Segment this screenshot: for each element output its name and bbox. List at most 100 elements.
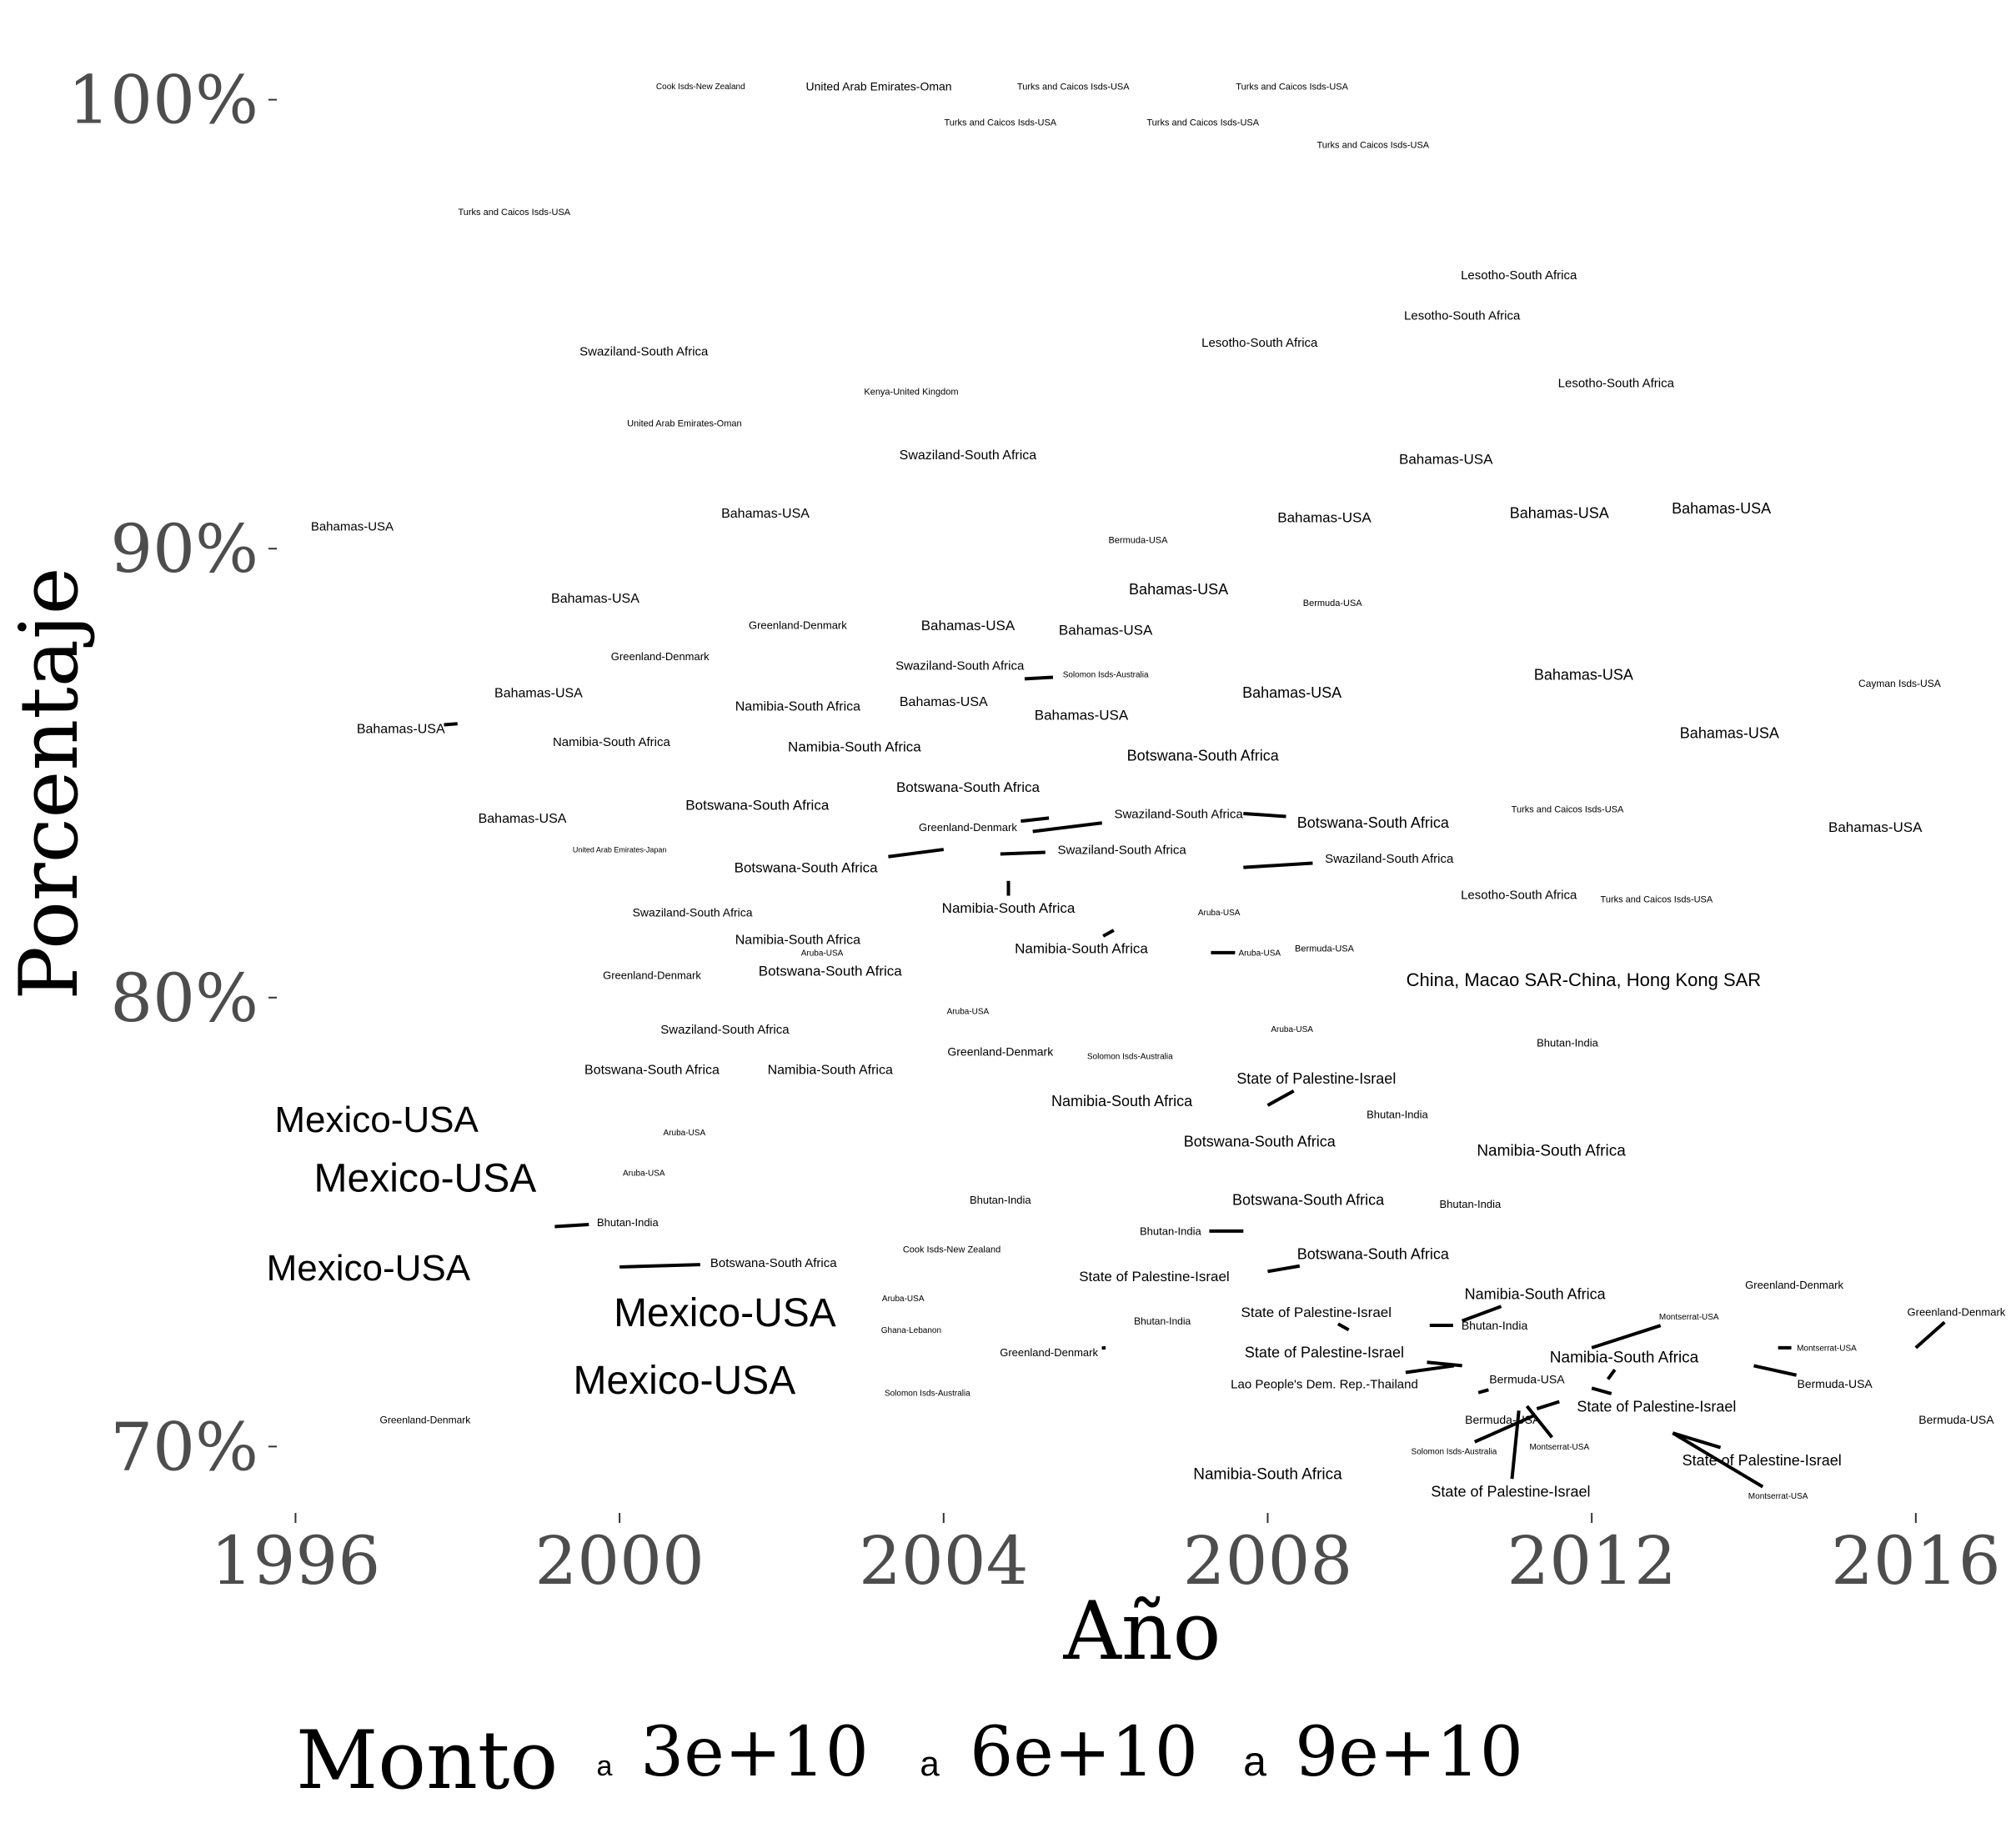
x-tick-label: 2016 [1831, 1522, 2001, 1600]
label-segment [619, 1263, 700, 1269]
point-label: China, Macao SAR-China, Hong Kong SAR [1407, 969, 1762, 990]
label-segment [888, 848, 945, 859]
point-label: Turks and Caicos Isds-USA [1316, 140, 1429, 150]
point-label: Bhutan-India [1367, 1109, 1428, 1121]
point-label: Namibia-South Africa [768, 1064, 893, 1078]
point-label: Mexico-USA [267, 1248, 471, 1289]
label-segment [1266, 1089, 1295, 1107]
point-label: Bahamas-USA [357, 722, 445, 736]
label-segment [1536, 1400, 1560, 1410]
label-segment [1102, 929, 1115, 938]
legend-key-glyph: a [1243, 1738, 1266, 1785]
point-label: Namibia-South Africa [1015, 941, 1148, 957]
point-label: Bahamas-USA [479, 812, 567, 826]
label-segment [1405, 1364, 1455, 1375]
point-label: Lesotho-South Africa [1461, 268, 1577, 283]
point-label: Botswana-South Africa [735, 860, 879, 876]
point-label: Bahamas-USA [1242, 684, 1341, 701]
point-label: Bermuda-USA [1303, 598, 1363, 609]
point-label: Mexico-USA [314, 1157, 537, 1201]
point-label: Bahamas-USA [311, 520, 394, 534]
point-label: Botswana-South Africa [759, 964, 903, 979]
point-label: Bhutan-India [597, 1216, 659, 1229]
label-segment [1672, 1431, 1764, 1489]
label-segment [1267, 1264, 1301, 1274]
point-label: Lao People's Dem. Rep.-Thailand [1231, 1377, 1418, 1391]
point-label: Aruba-USA [623, 1169, 665, 1178]
label-segment [1243, 861, 1313, 869]
point-label: Swaziland-South Africa [1114, 807, 1243, 821]
point-label: Greenland-Denmark [1000, 1346, 1098, 1359]
y-axis: 70% 80% 90% 100% [68, 62, 277, 1485]
point-label: Bahamas-USA [1680, 725, 1779, 742]
point-label: Greenland-Denmark [1745, 1279, 1843, 1291]
point-label: Namibia-South Africa [1193, 1466, 1342, 1484]
point-label: Namibia-South Africa [1550, 1349, 1699, 1366]
point-label: Bahamas-USA [1534, 666, 1633, 683]
point-label: Swaziland-South Africa [579, 345, 709, 359]
label-segment [1336, 1322, 1350, 1332]
point-label: Botswana-South Africa [1184, 1134, 1336, 1150]
point-label: Bahamas-USA [1828, 819, 1923, 835]
point-label: Aruba-USA [1198, 909, 1241, 918]
point-label: United Arab Emirates-Oman [806, 80, 952, 93]
legend-value-label: 9e+10 [1295, 1713, 1523, 1792]
x-tick-label: 2012 [1507, 1522, 1677, 1600]
label-segment [1024, 675, 1054, 681]
point-label: Bermuda-USA [1109, 535, 1169, 545]
point-label: Greenland-Denmark [611, 650, 710, 663]
point-label: Bahamas-USA [1277, 510, 1372, 526]
point-label: Turks and Caicos Isds-USA [1236, 82, 1348, 92]
legend: Monto a 3e+10 a 6e+10 a 9e+10 [296, 1713, 1523, 1807]
point-label: Aruba-USA [1238, 949, 1281, 959]
point-label: Bermuda-USA [1465, 1413, 1541, 1426]
point-labels: Cook Isds-New Zealand United Arab Emirate… [267, 80, 2006, 1502]
point-label: Lesotho-South Africa [1558, 376, 1675, 390]
point-label: Namibia-South Africa [735, 699, 860, 714]
y-tick-label: 80% [110, 959, 258, 1037]
point-label: Ghana-Lebanon [881, 1326, 941, 1335]
point-label: Bahamas-USA [1129, 581, 1228, 598]
point-label: Turks and Caicos Isds-USA [1017, 82, 1130, 92]
point-label: Bhutan-India [970, 1194, 1031, 1206]
x-tick-label: 1996 [211, 1522, 381, 1600]
label-leader-lines [444, 675, 1946, 1489]
label-segment [1427, 1360, 1462, 1368]
point-label: Greenland-Denmark [947, 1044, 1054, 1058]
point-label: Solomon Isds-Australia [885, 1389, 970, 1398]
point-label: Botswana-South Africa [710, 1256, 837, 1270]
point-label: Bermuda-USA [1918, 1413, 1994, 1426]
point-label: Greenland-Denmark [919, 821, 1017, 834]
y-tick-label: 100% [68, 62, 258, 139]
point-label: Bahamas-USA [551, 592, 639, 606]
point-label: State of Palestine-Israel [1245, 1345, 1404, 1361]
point-label: Aruba-USA [1271, 1025, 1313, 1034]
point-label: Namibia-South Africa [1465, 1286, 1607, 1303]
point-label: Botswana-South Africa [1127, 747, 1280, 764]
label-segment [1473, 1413, 1536, 1444]
label-segment [1510, 1410, 1521, 1480]
point-label: Bahamas-USA [1059, 622, 1153, 638]
point-label: Montserrat-USA [1797, 1344, 1857, 1353]
point-label: Bhutan-India [1537, 1036, 1598, 1049]
point-label: Bermuda-USA [1798, 1377, 1873, 1390]
point-label: State of Palestine-Israel [1683, 1452, 1842, 1469]
point-label: Namibia-South Africa [1477, 1143, 1626, 1160]
point-label: Solomon Isds-Australia [1412, 1447, 1497, 1456]
point-label: State of Palestine-Israel [1236, 1070, 1396, 1087]
point-label: Swaziland-South Africa [1325, 852, 1454, 866]
point-label: Bhutan-India [1140, 1225, 1201, 1238]
x-tick-label: 2004 [859, 1522, 1029, 1600]
label-segment [1753, 1364, 1798, 1377]
point-label: Botswana-South Africa [896, 779, 1041, 795]
point-label: Namibia-South Africa [735, 934, 860, 948]
point-label: Bhutan-India [1462, 1319, 1528, 1332]
point-label: Namibia-South Africa [1051, 1093, 1193, 1109]
y-tick-label: 90% [110, 510, 258, 588]
point-label: Montserrat-USA [1529, 1443, 1589, 1452]
point-label: Solomon Isds-Australia [1087, 1052, 1173, 1061]
point-label: Bermuda-USA [1295, 944, 1355, 954]
point-label: United Arab Emirates-Oman [627, 418, 742, 428]
point-label: Turks and Caicos Isds-USA [1146, 118, 1259, 128]
